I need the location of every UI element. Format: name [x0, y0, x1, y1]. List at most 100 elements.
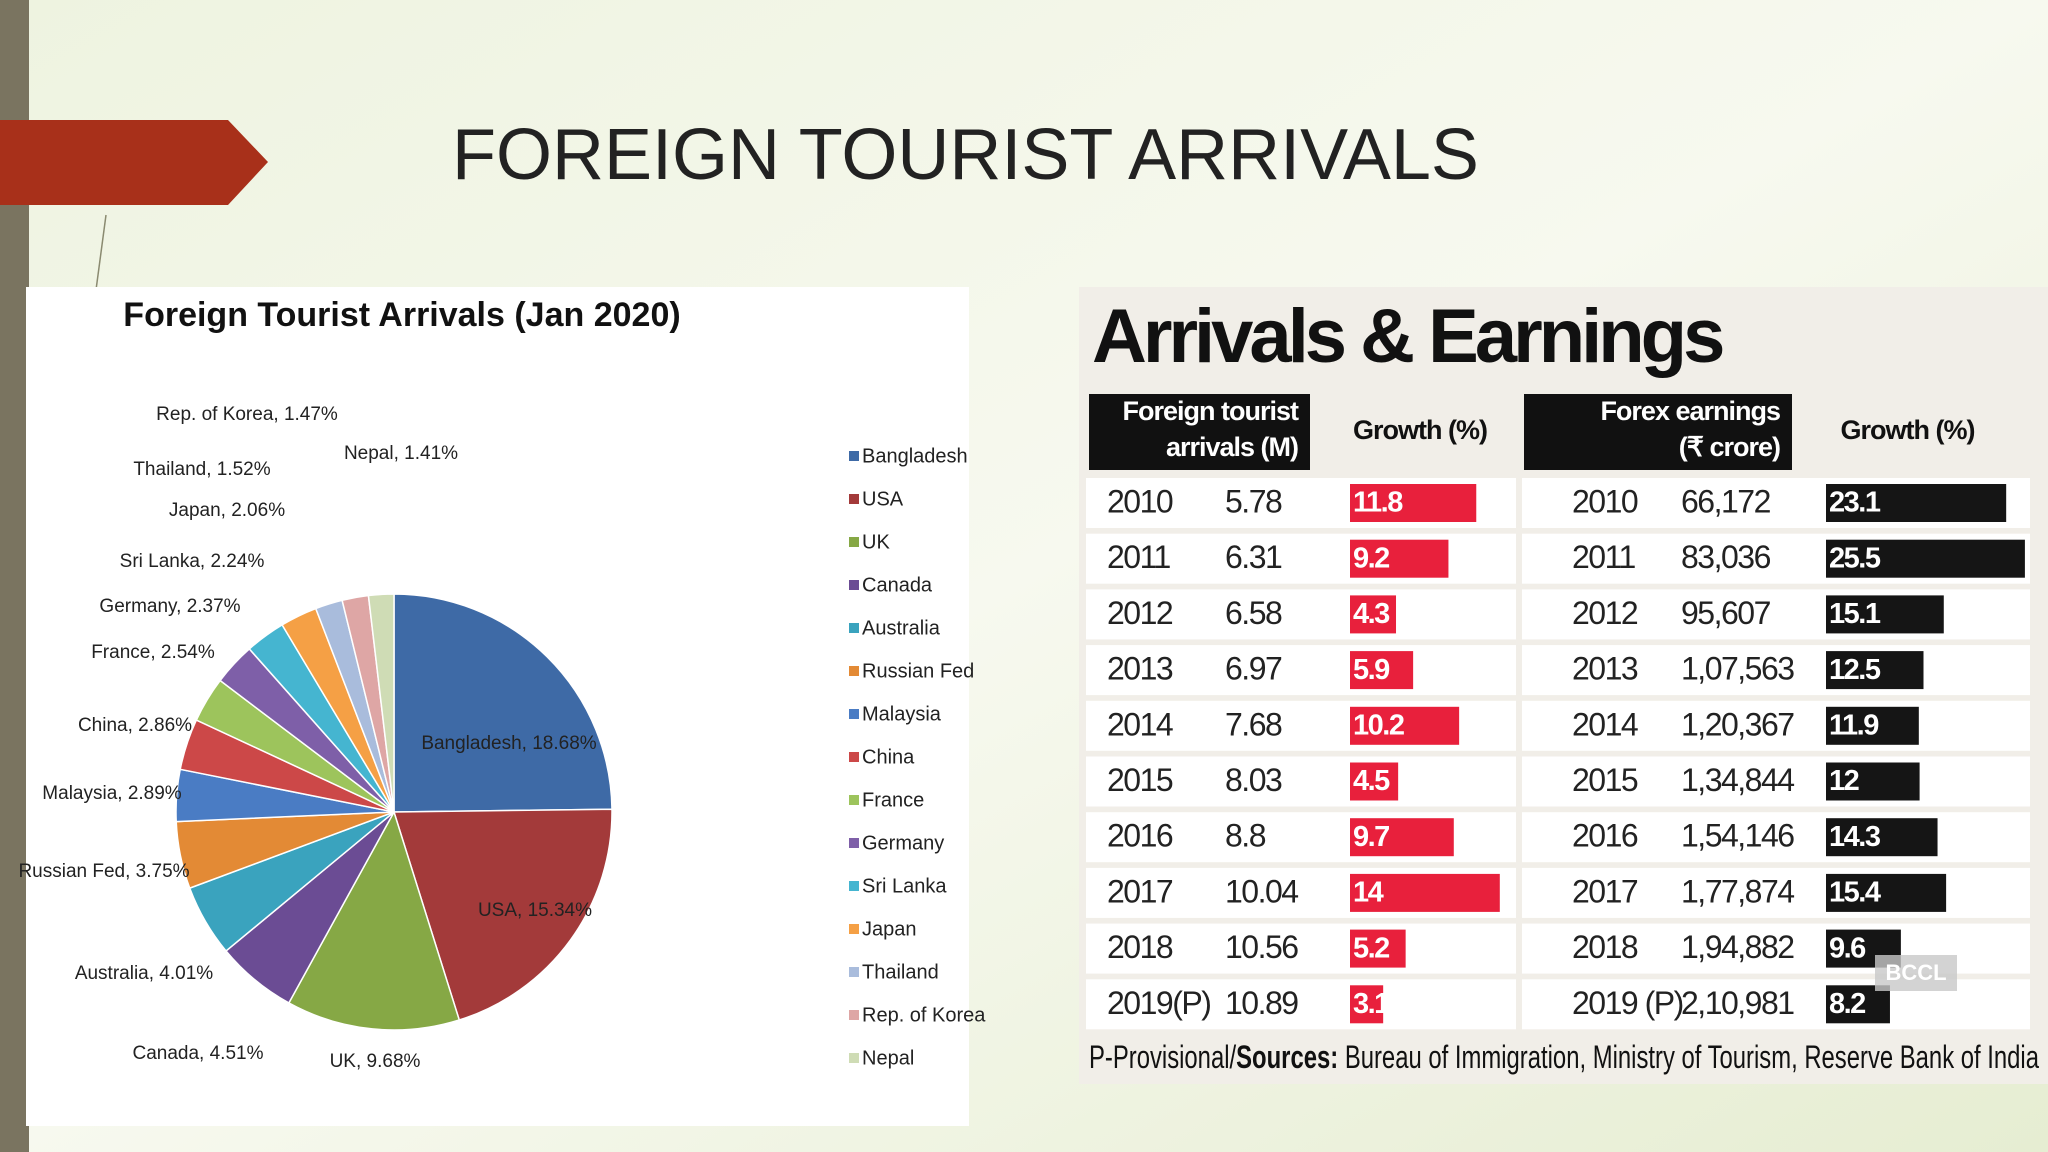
cell: 2015: [1107, 762, 1173, 798]
legend-label: Rep. of Korea: [862, 1004, 986, 1026]
growth-label: 3.1: [1353, 988, 1390, 1020]
header-label: Foreign tourist: [1123, 396, 1299, 426]
cell: 2014: [1572, 706, 1638, 742]
growth-label: 14: [1353, 877, 1384, 909]
header-label: arrivals (M): [1166, 432, 1298, 462]
data-label: Germany, 2.37%: [99, 596, 240, 617]
growth-label: 9.2: [1353, 542, 1389, 574]
data-label: Japan, 2.06%: [169, 500, 285, 521]
growth-label: 25.5: [1829, 542, 1881, 574]
cell: 1,94,882: [1681, 929, 1794, 965]
cell: 8.03: [1225, 762, 1282, 798]
data-label: Nepal, 1.41%: [344, 443, 458, 464]
header-box: [1524, 394, 1792, 470]
row-bg: [1086, 979, 1516, 1030]
row-bg: [1086, 645, 1516, 696]
growth-bar: [1350, 818, 1454, 857]
growth-label: 23.1: [1829, 487, 1881, 519]
legend-label: Canada: [862, 574, 933, 596]
cell: 2013: [1107, 651, 1173, 687]
legend-swatch: [849, 709, 859, 719]
growth-bar: [1826, 818, 1938, 857]
data-label: Thailand, 1.52%: [133, 459, 270, 480]
growth-label: 15.1: [1829, 598, 1881, 630]
cell: 2013: [1572, 651, 1638, 687]
row-bg: [1086, 589, 1516, 640]
legend-swatch: [849, 494, 859, 504]
legend-swatch: [849, 580, 859, 590]
data-label: China, 2.86%: [78, 715, 192, 736]
cell: 2016: [1107, 818, 1173, 854]
legend-label: Australia: [862, 617, 941, 639]
data-label: Australia, 4.01%: [75, 963, 213, 984]
cell: 2014: [1107, 706, 1173, 742]
cell: 6.31: [1225, 539, 1282, 575]
legend-label: Thailand: [862, 961, 939, 983]
cell: 66,172: [1681, 483, 1771, 519]
growth-bar: [1350, 762, 1399, 801]
data-label: Sri Lanka, 2.24%: [120, 551, 265, 572]
deco-line: [95, 214, 107, 291]
row-bg: [1522, 700, 2030, 751]
legend-label: France: [862, 789, 924, 811]
cell: 10.04: [1225, 873, 1298, 909]
growth-label: 11.8: [1353, 487, 1403, 519]
growth-label: 10.2: [1353, 709, 1404, 741]
legend-label: Russian Fed: [862, 660, 974, 682]
legend-swatch: [849, 666, 859, 676]
legend-swatch: [849, 881, 859, 891]
data-label: UK, 9.68%: [330, 1051, 421, 1072]
row-bg: [1086, 923, 1516, 974]
cell: 1,77,874: [1681, 873, 1794, 909]
pie-slice: [287, 810, 461, 1031]
legend-swatch: [849, 623, 859, 633]
growth-bar: [1826, 539, 2025, 578]
row-bg: [1522, 812, 2030, 863]
footnote-part: P-Provisional/: [1089, 1039, 1236, 1075]
header-label: (₹ crore): [1679, 432, 1780, 462]
watermark-bg: [1875, 955, 1957, 991]
table-title: Arrivals & Earnings: [1092, 294, 1723, 379]
legend-swatch: [849, 967, 859, 977]
pie-slice: [392, 808, 613, 1021]
cell: 2015: [1572, 762, 1638, 798]
cell: 1,34,844: [1681, 762, 1794, 798]
cell: 95,607: [1681, 595, 1771, 631]
footnote: P-Provisional/Sources: Bureau of Immigra…: [1089, 1039, 2039, 1075]
growth-bar: [1350, 539, 1449, 578]
growth-label: 5.9: [1353, 654, 1390, 686]
cell: 5.78: [1225, 483, 1282, 519]
legend-label: Germany: [862, 832, 944, 854]
cell: 6.97: [1225, 651, 1282, 687]
cell: 1,07,563: [1681, 651, 1794, 687]
row-bg: [1522, 645, 2030, 696]
cell: 2019 (P): [1572, 985, 1683, 1021]
legend-label: Malaysia: [862, 703, 942, 725]
growth-bar: [1826, 762, 1920, 801]
cell: 2018: [1572, 929, 1638, 965]
chart-title: Foreign Tourist Arrivals (Jan 2020): [123, 296, 680, 334]
legend-swatch: [849, 795, 859, 805]
legend-swatch: [849, 1010, 859, 1020]
header-label: Growth (%): [1353, 415, 1487, 445]
data-label: Bangladesh, 18.68%: [421, 733, 596, 754]
slide-title: FOREIGN TOURIST ARRIVALS: [452, 115, 1479, 195]
cell: 2012: [1572, 595, 1638, 631]
cell: 1,54,146: [1681, 818, 1794, 854]
cell: 2011: [1572, 539, 1636, 575]
cell: 2017: [1572, 873, 1638, 909]
row-bg: [1522, 756, 2030, 807]
growth-label: 8.2: [1829, 988, 1865, 1020]
legend-swatch: [849, 1053, 859, 1063]
legend-label: Bangladesh: [862, 445, 968, 467]
growth-bar: [1350, 651, 1414, 690]
legend-swatch: [849, 537, 859, 547]
growth-bar: [1826, 985, 1890, 1024]
data-label: Malaysia, 2.89%: [42, 783, 182, 804]
legend-label: USA: [862, 488, 904, 510]
legend-label: China: [862, 746, 915, 768]
cell: 10.56: [1225, 929, 1298, 965]
pie-slice: [367, 593, 395, 813]
growth-bar: [1826, 595, 1944, 634]
growth-label: 11.9: [1829, 709, 1879, 741]
